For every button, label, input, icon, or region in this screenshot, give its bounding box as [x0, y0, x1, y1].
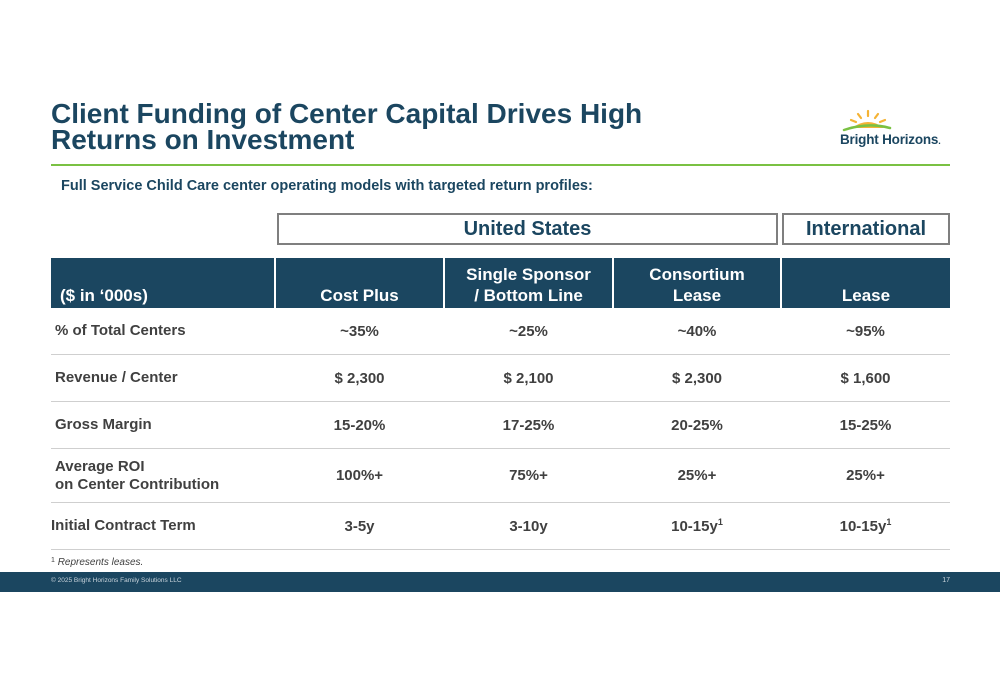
- logo-wordmark: Bright Horizons.: [840, 132, 941, 147]
- table-cell: 15-20%: [275, 401, 444, 449]
- row-label: Initial Contract Term: [51, 502, 275, 550]
- table-cell: ~25%: [444, 308, 613, 355]
- table-cell: ~40%: [613, 308, 781, 355]
- table-row: Gross Margin 15-20% 17-25% 20-25% 15-25%: [51, 401, 950, 449]
- page-title: Client Funding of Center Capital Drives …: [51, 98, 771, 155]
- table-cell: 100%+: [275, 448, 444, 503]
- table-row: % of Total Centers ~35% ~25% ~40% ~95%: [51, 308, 950, 355]
- returns-table: ($ in ‘000s) Cost Plus Single Sponsor / B…: [51, 258, 950, 550]
- page-number: 17: [942, 577, 950, 584]
- page-title-line-1: Client Funding of Center Capital Drives …: [51, 98, 643, 129]
- footnote: 1 Represents leases.: [51, 557, 144, 568]
- table-cell: 25%+: [613, 448, 781, 503]
- table-cell: $ 2,300: [275, 354, 444, 402]
- footer-bar: © 2025 Bright Horizons Family Solutions …: [0, 572, 1000, 592]
- table-cell: 15-25%: [781, 401, 950, 449]
- table-cell: ~95%: [781, 308, 950, 355]
- table-row: Initial Contract Term 3-5y 3-10y 10-15y1…: [51, 502, 950, 550]
- subtitle: Full Service Child Care center operating…: [61, 178, 593, 194]
- bright-horizons-sun-icon: [842, 109, 892, 132]
- copyright-text: © 2025 Bright Horizons Family Solutions …: [51, 577, 182, 584]
- column-header-cost-plus: Cost Plus: [274, 258, 444, 308]
- table-cell: 3-10y: [444, 502, 613, 550]
- title-divider: [51, 164, 950, 166]
- group-header-united-states: United States: [277, 213, 778, 245]
- table-cell: $ 2,100: [444, 354, 613, 402]
- column-header-single-sponsor: Single Sponsor / Bottom Line: [443, 258, 613, 308]
- table-cell: ~35%: [275, 308, 444, 355]
- column-header-consortium-lease: Consortium Lease: [612, 258, 781, 308]
- table-cell: 17-25%: [444, 401, 613, 449]
- page-title-line-2: Returns on Investment: [51, 124, 355, 155]
- column-header-international-lease: Lease: [780, 258, 950, 308]
- table-cell: 10-15y1: [613, 502, 781, 550]
- table-cell: 3-5y: [275, 502, 444, 550]
- table-row: Revenue / Center $ 2,300 $ 2,100 $ 2,300…: [51, 354, 950, 402]
- column-header-units: ($ in ‘000s): [51, 258, 275, 308]
- footnote-marker: 1: [886, 517, 892, 527]
- table-cell: 75%+: [444, 448, 613, 503]
- row-label: % of Total Centers: [51, 308, 275, 355]
- row-label: Gross Margin: [51, 401, 275, 449]
- group-header-international: International: [782, 213, 950, 245]
- table-cell: $ 1,600: [781, 354, 950, 402]
- table-cell: 25%+: [781, 448, 950, 503]
- table-cell: $ 2,300: [613, 354, 781, 402]
- table-row: Average ROI on Center Contribution 100%+ …: [51, 448, 950, 503]
- row-label: Revenue / Center: [51, 354, 275, 402]
- table-header-row: ($ in ‘000s) Cost Plus Single Sponsor / B…: [51, 258, 950, 308]
- table-cell: 20-25%: [613, 401, 781, 449]
- row-label: Average ROI on Center Contribution: [51, 448, 275, 503]
- footnote-marker: 1: [717, 517, 723, 527]
- table-cell: 10-15y1: [781, 502, 950, 550]
